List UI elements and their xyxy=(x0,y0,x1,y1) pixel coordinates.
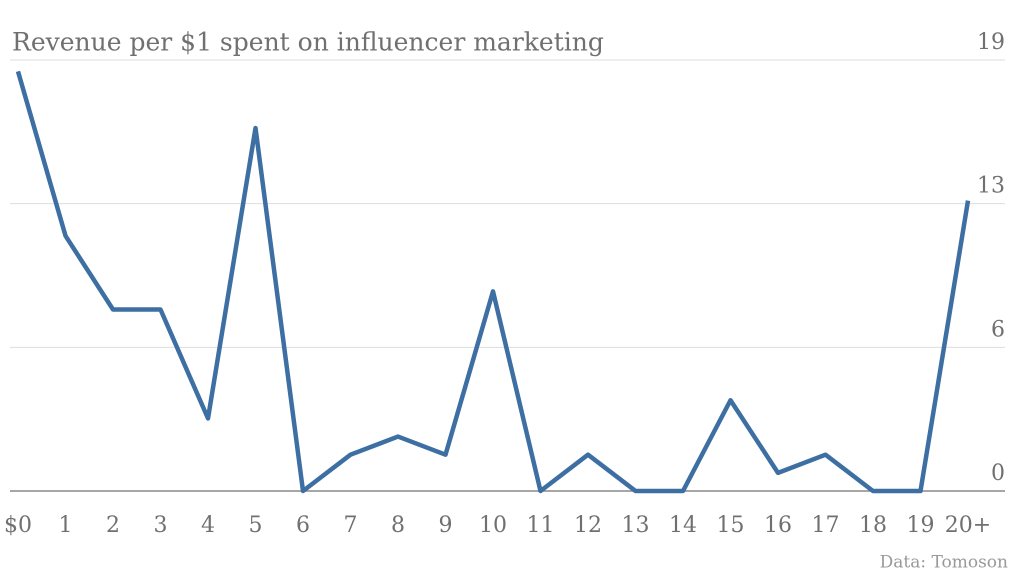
x-tick-label: 5 xyxy=(249,513,263,538)
chart-title: Revenue per $1 spent on influencer marke… xyxy=(12,28,604,57)
x-tick-label: 16 xyxy=(764,513,792,538)
x-tick-label: 4 xyxy=(201,513,215,538)
x-tick-label: 7 xyxy=(344,513,358,538)
x-tick-label: 15 xyxy=(717,513,745,538)
x-tick-label: 10 xyxy=(479,513,507,538)
y-tick-label: 19 xyxy=(977,30,1005,55)
x-tick-label: 8 xyxy=(391,513,405,538)
x-tick-label: 6 xyxy=(296,513,310,538)
x-tick-label: 12 xyxy=(574,513,602,538)
x-tick-label: 1 xyxy=(59,513,73,538)
x-tick-label: 18 xyxy=(859,513,887,538)
x-tick-label: 9 xyxy=(439,513,453,538)
source: Data: Tomoson xyxy=(880,553,1008,573)
y-tick-label: 6 xyxy=(991,317,1005,342)
x-tick-label: 19 xyxy=(907,513,935,538)
x-tick-label: 13 xyxy=(622,513,650,538)
x-tick-label: 11 xyxy=(527,513,555,538)
x-tick-label: 17 xyxy=(812,513,840,538)
y-tick-label: 13 xyxy=(977,174,1005,199)
x-tick-label: 20+ xyxy=(945,513,991,538)
y-tick-label: 0 xyxy=(991,461,1005,486)
x-tick-label: $0 xyxy=(4,513,32,538)
x-tick-label: 2 xyxy=(106,513,120,538)
x-tick-label: 3 xyxy=(154,513,168,538)
line-series xyxy=(15,70,971,494)
x-tick-label: 14 xyxy=(669,513,697,538)
